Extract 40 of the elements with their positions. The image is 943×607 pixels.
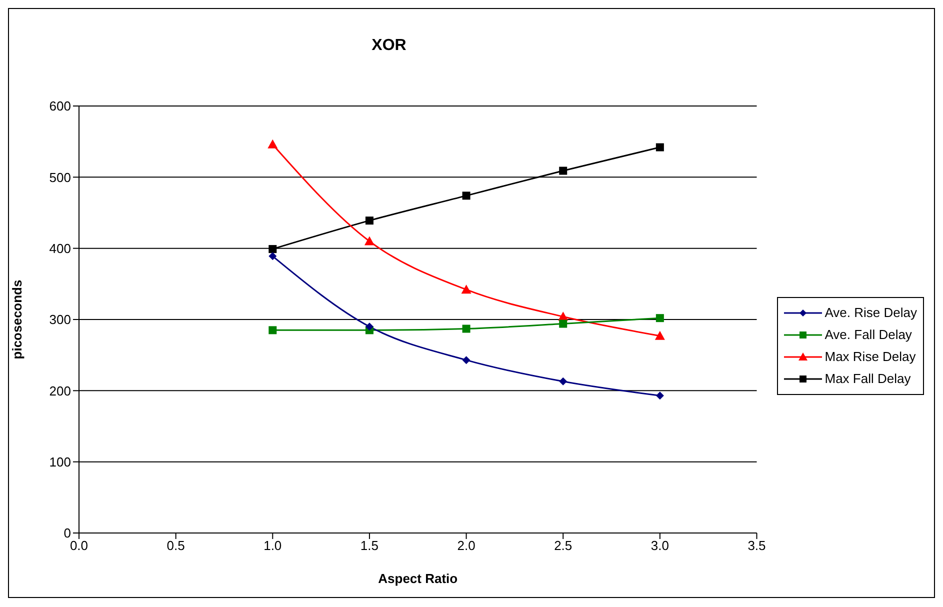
point — [462, 192, 470, 200]
chart-title: XOR — [370, 37, 408, 55]
y-tick-label: 600 — [49, 98, 71, 114]
legend-label: Max Fall Delay — [824, 371, 911, 386]
point — [654, 330, 665, 340]
legend-label: Ave. Fall Delay — [824, 327, 912, 342]
x-tick-label: 2.0 — [457, 538, 476, 554]
point — [559, 166, 568, 175]
point — [268, 139, 278, 148]
point — [656, 392, 664, 400]
point — [462, 324, 470, 333]
point — [462, 356, 470, 364]
x-tick-label: 3.0 — [650, 538, 669, 554]
y-tick-label: 100 — [49, 454, 71, 470]
point — [365, 216, 374, 225]
point — [268, 326, 277, 334]
x-tick-label: 3.5 — [748, 538, 766, 554]
x-tick-label: 0.0 — [70, 538, 88, 554]
point — [656, 143, 664, 152]
x-axis-title: Aspect Ratio — [378, 571, 458, 586]
y-tick-label: 500 — [49, 170, 71, 185]
y-tick-label: 200 — [49, 383, 71, 398]
point — [559, 377, 568, 386]
point — [268, 252, 277, 260]
point — [364, 236, 374, 246]
point — [365, 322, 374, 331]
x-tick-label: 1.0 — [264, 538, 282, 554]
legend-label: Ave. Rise Delay — [824, 305, 917, 320]
x-tick-label: 1.5 — [360, 538, 379, 554]
y-axis-title: picoseconds — [10, 280, 25, 360]
y-tick-label: 400 — [49, 240, 71, 256]
point — [268, 245, 277, 254]
y-tick-label: 300 — [49, 312, 71, 328]
point — [461, 284, 472, 294]
x-tick-label: 0.5 — [166, 538, 185, 554]
point — [656, 314, 664, 322]
x-tick-label: 2.5 — [554, 538, 572, 554]
legend-label: Max Rise Delay — [824, 349, 916, 364]
point — [559, 320, 568, 328]
y-tick-label: 0 — [64, 526, 71, 541]
